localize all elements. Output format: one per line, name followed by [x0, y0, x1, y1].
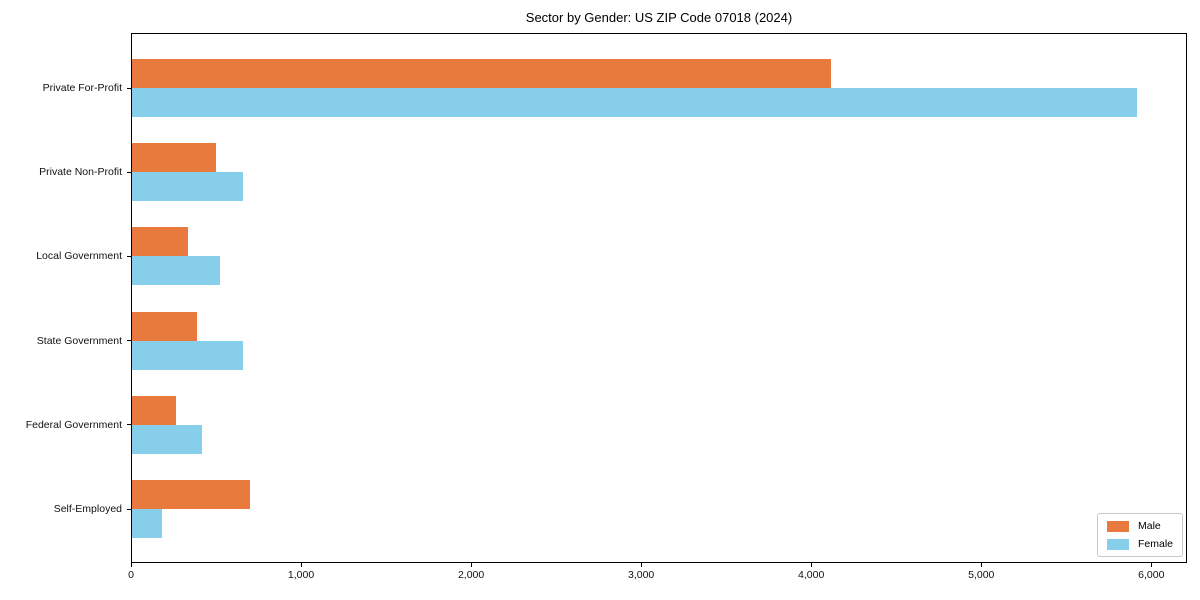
x-axis-label-2,000: 2,000: [457, 569, 485, 581]
x-axis-tick-5,000: [980, 563, 982, 567]
x-axis-tick-3,000: [640, 563, 642, 567]
legend-item-male: Male: [1106, 520, 1173, 532]
x-axis-label-0: 0: [128, 569, 134, 581]
legend-label-female: Female: [1137, 538, 1173, 550]
bar-female-federal-government: [132, 424, 202, 454]
legend-swatch-male: [1106, 520, 1129, 532]
x-axis-tick-4,000: [810, 563, 812, 567]
legend-label-male: Male: [1137, 520, 1161, 532]
y-axis-tick-local-government: [127, 255, 131, 258]
plot-area: [131, 33, 1187, 563]
legend: Male Female: [1096, 513, 1183, 557]
x-axis-tick-2,000: [470, 563, 472, 567]
x-axis-tick-1,000: [300, 563, 302, 567]
x-axis-label-1,000: 1,000: [287, 569, 315, 581]
x-axis-label-5,000: 5,000: [968, 569, 995, 581]
y-axis-tick-private-for-profit: [127, 87, 131, 89]
bar-female-self-employed: [132, 509, 162, 538]
y-axis-label-state-government: State Government: [36, 334, 122, 347]
y-axis-label-federal-government: Federal Government: [25, 418, 122, 431]
bar-male-federal-government: [132, 395, 177, 425]
bar-male-self-employed: [132, 480, 251, 509]
bar-male-state-government: [132, 311, 198, 341]
bar-male-private-non-profit: [132, 143, 217, 173]
x-axis-tick-0: [130, 563, 132, 567]
bar-male-private-for-profit: [132, 59, 831, 88]
y-axis-label-private-non-profit: Private Non-Profit: [39, 166, 122, 179]
y-axis-label-self-employed: Self-Employed: [53, 503, 122, 515]
x-axis-tick-6,000: [1150, 563, 1152, 567]
y-axis-tick-self-employed: [127, 508, 131, 510]
bar-female-private-non-profit: [132, 172, 244, 202]
x-axis-label-3,000: 3,000: [628, 569, 655, 581]
y-axis-label-local-government: Local Government: [36, 250, 122, 263]
y-axis-tick-private-non-profit: [127, 171, 131, 173]
x-axis-label-4,000: 4,000: [798, 569, 825, 581]
legend-item-female: Female: [1106, 538, 1173, 550]
bar-female-local-government: [132, 256, 221, 286]
y-axis-tick-state-government: [127, 340, 131, 342]
y-axis-label-private-for-profit: Private For-Profit: [42, 82, 122, 94]
bar-female-private-for-profit: [132, 88, 1137, 117]
bar-male-local-government: [132, 227, 189, 257]
chart-title: Sector by Gender: US ZIP Code 07018 (202…: [525, 10, 793, 25]
x-axis-label-6,000: 6,000: [1138, 569, 1165, 581]
y-axis-tick-federal-government: [127, 424, 131, 426]
bar-female-state-government: [132, 340, 243, 370]
legend-swatch-female: [1106, 538, 1129, 550]
